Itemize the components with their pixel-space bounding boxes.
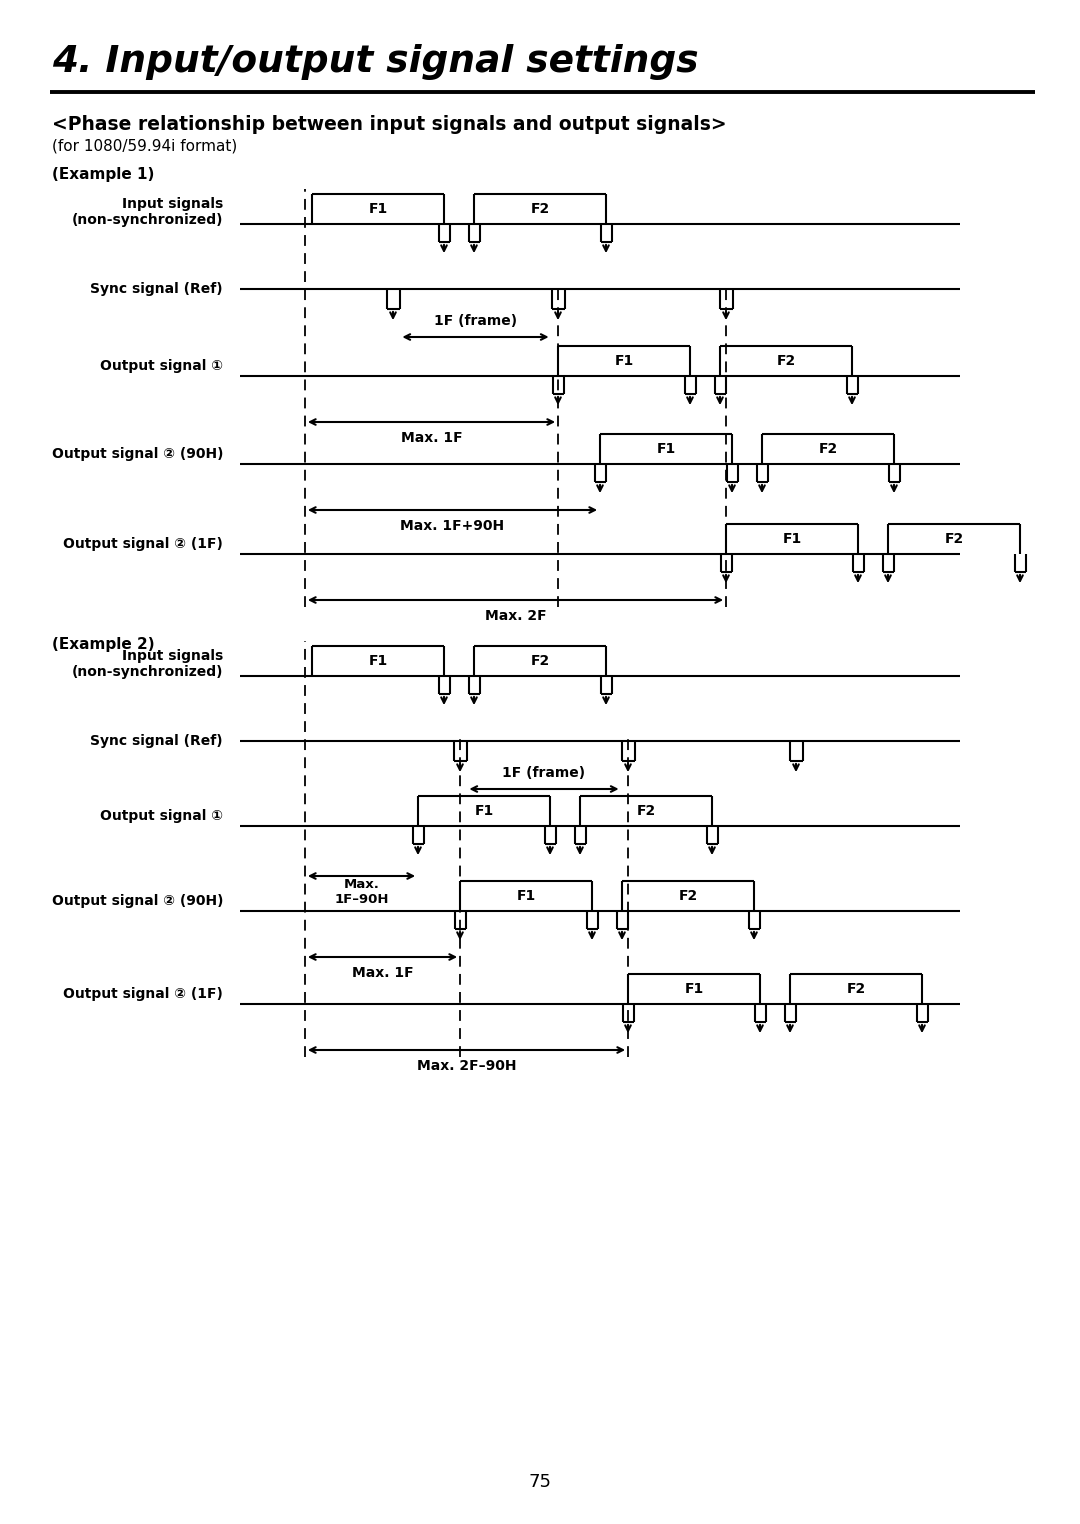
Text: F1: F1 (368, 654, 388, 668)
Text: F2: F2 (777, 354, 796, 367)
Text: Sync signal (Ref): Sync signal (Ref) (91, 735, 222, 748)
Text: Sync signal (Ref): Sync signal (Ref) (91, 282, 222, 296)
Text: F1: F1 (615, 354, 634, 367)
Text: F1: F1 (368, 203, 388, 216)
Text: Output signal ② (1F): Output signal ② (1F) (63, 988, 222, 1001)
Text: Max. 1F: Max. 1F (401, 431, 462, 445)
Text: Max. 2F–90H: Max. 2F–90H (417, 1059, 516, 1073)
Text: (Example 1): (Example 1) (52, 166, 154, 181)
Text: 4. Input/output signal settings: 4. Input/output signal settings (52, 44, 699, 79)
Text: F1: F1 (685, 981, 704, 997)
Text: 75: 75 (528, 1474, 552, 1490)
Text: F2: F2 (819, 442, 838, 456)
Text: Output signal ② (1F): Output signal ② (1F) (63, 536, 222, 552)
Text: Output signal ② (90H): Output signal ② (90H) (52, 895, 222, 908)
Text: Max. 2F: Max. 2F (485, 610, 546, 623)
Text: F2: F2 (678, 888, 698, 904)
Text: <Phase relationship between input signals and output signals>: <Phase relationship between input signal… (52, 114, 727, 134)
Text: Max. 1F+90H: Max. 1F+90H (401, 520, 504, 533)
Text: F1: F1 (657, 442, 676, 456)
Text: Input signals
(non-synchronized): Input signals (non-synchronized) (71, 197, 222, 227)
Text: F2: F2 (530, 654, 550, 668)
Text: (Example 2): (Example 2) (52, 637, 154, 651)
Text: Max. 1F: Max. 1F (352, 966, 414, 980)
Text: F1: F1 (516, 888, 536, 904)
Text: Output signal ①: Output signal ① (100, 809, 222, 823)
Text: F2: F2 (847, 981, 866, 997)
Text: Output signal ② (90H): Output signal ② (90H) (52, 447, 222, 460)
Text: 1F (frame): 1F (frame) (434, 314, 517, 328)
Text: 1F (frame): 1F (frame) (502, 767, 585, 780)
Text: F2: F2 (944, 532, 963, 546)
Text: F1: F1 (474, 805, 494, 818)
Text: Input signals
(non-synchronized): Input signals (non-synchronized) (71, 649, 222, 680)
Text: F2: F2 (636, 805, 656, 818)
Text: (for 1080/59.94i format): (for 1080/59.94i format) (52, 139, 238, 154)
Text: Max.
1F–90H: Max. 1F–90H (334, 878, 389, 905)
Text: Output signal ①: Output signal ① (100, 360, 222, 373)
Text: F1: F1 (782, 532, 801, 546)
Text: F2: F2 (530, 203, 550, 216)
